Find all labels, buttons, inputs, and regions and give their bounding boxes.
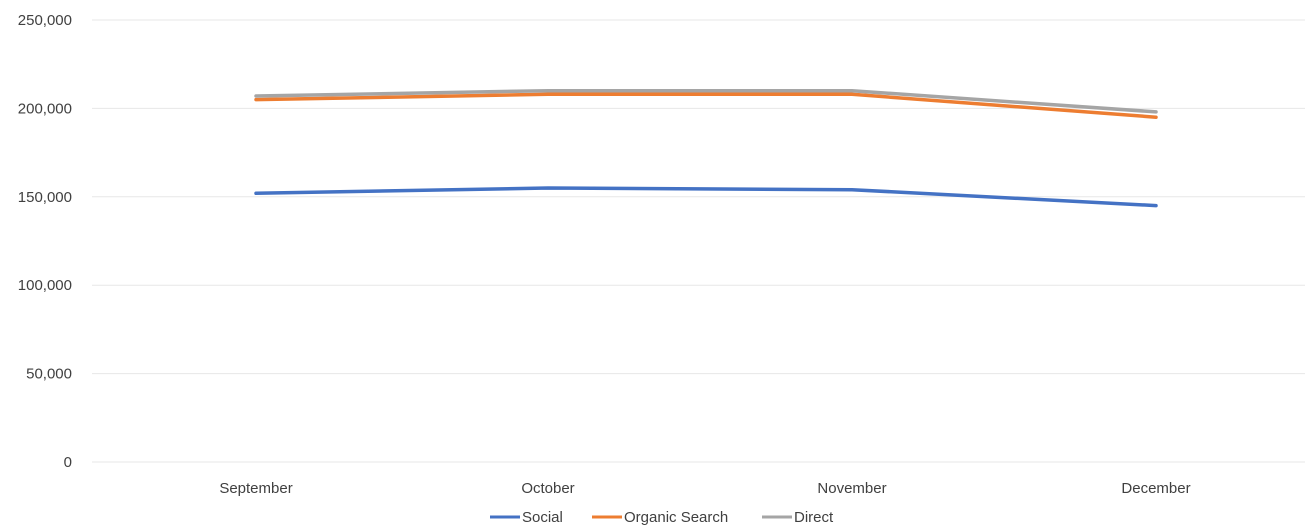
- legend-label-direct: Direct: [794, 509, 834, 526]
- series-line-social: [254, 186, 1158, 208]
- x-tick-label: November: [817, 480, 886, 497]
- gridlines: [92, 19, 1305, 463]
- series-lines: [254, 88, 1158, 208]
- x-tick-label: September: [219, 480, 292, 497]
- legend-label-organic-search: Organic Search: [624, 509, 728, 526]
- x-tick-label: December: [1121, 480, 1190, 497]
- x-axis-tick-labels: September October November December: [219, 480, 1190, 497]
- y-tick-label: 200,000: [18, 100, 72, 117]
- x-tick-label: October: [521, 480, 574, 497]
- legend-label-social: Social: [522, 509, 563, 526]
- y-tick-label: 250,000: [18, 12, 72, 29]
- series-line-organic-search: [254, 92, 1158, 119]
- y-tick-label: 0: [64, 454, 72, 471]
- y-tick-label: 150,000: [18, 189, 72, 206]
- series-line-direct: [254, 88, 1158, 114]
- y-tick-label: 50,000: [26, 366, 72, 383]
- y-axis-tick-labels: 0 50,000 100,000 150,000 200,000 250,000: [18, 12, 72, 471]
- y-tick-label: 100,000: [18, 277, 72, 294]
- legend: Social Organic Search Direct: [490, 509, 834, 526]
